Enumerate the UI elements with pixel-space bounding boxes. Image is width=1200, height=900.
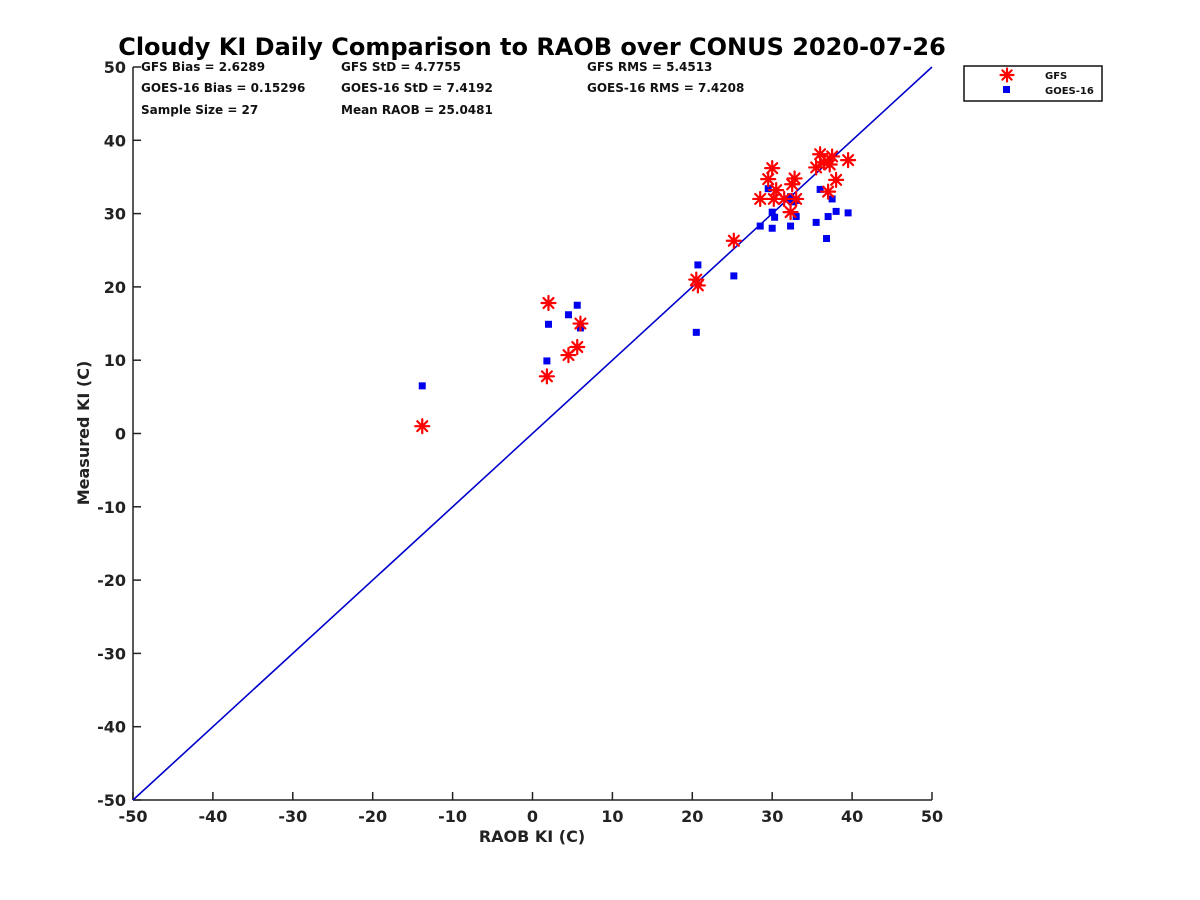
goes-16-point: [730, 272, 738, 280]
gfs-point: [414, 418, 431, 435]
stat-gfs-std: GFS StD = 4.7755: [341, 60, 461, 74]
stat-mean-raob: Mean RAOB = 25.0481: [341, 103, 493, 117]
y-tick-label: -40: [97, 718, 126, 737]
x-tick-label: 50: [921, 807, 943, 826]
gfs-point: [768, 182, 785, 199]
goes-16-point: [824, 213, 832, 221]
goes-16-point: [823, 235, 831, 243]
x-tick-label: 40: [841, 807, 863, 826]
goes-16-point: [812, 218, 820, 226]
legend-box: [963, 65, 1103, 102]
legend-gfs-label: GFS: [1045, 71, 1067, 82]
x-tick-label: 10: [601, 807, 623, 826]
goes-16-point: [771, 213, 779, 221]
goes-16-point: [692, 328, 700, 336]
gfs-point: [788, 190, 805, 208]
goes-16-point: [768, 224, 776, 232]
gfs-point: [572, 315, 589, 332]
y-ticks: -50 -40 -30 -20 -10 0 10 20 30 40 50: [97, 58, 141, 810]
goes-16-point: [544, 320, 552, 328]
stat-goes-rms: GOES-16 RMS = 7.4208: [587, 81, 744, 95]
goes-16-point: [787, 222, 795, 230]
x-tick-label: -10: [438, 807, 467, 826]
goes-16-point: [768, 208, 776, 216]
gfs-point: [821, 156, 838, 173]
y-tick-label: -10: [97, 498, 126, 517]
goes-16-point: [828, 195, 836, 203]
goes-16-point: [816, 185, 824, 193]
gfs-point: [540, 294, 557, 312]
goes-16-point: [418, 382, 426, 390]
y-tick-label: -30: [97, 644, 126, 663]
series-gfs: [414, 146, 857, 435]
legend: GFS GOES-16: [963, 65, 1103, 102]
gfs-point: [752, 190, 769, 208]
x-tick-label: -20: [358, 807, 387, 826]
gfs-point: [776, 190, 793, 208]
one-to-one-reference-line: [132, 66, 933, 801]
goes-16-point: [543, 357, 551, 365]
y-tick-label: 10: [104, 351, 126, 370]
gfs-point: [725, 232, 742, 249]
x-axis-title: RAOB KI (C): [479, 827, 585, 846]
goes-16-point: [564, 311, 572, 319]
x-tick-label: -50: [119, 807, 148, 826]
y-tick-label: -50: [97, 791, 126, 810]
chart-title: Cloudy KI Daily Comparison to RAOB over …: [118, 33, 946, 61]
gfs-point: [569, 338, 586, 356]
gfs-point: [840, 151, 857, 169]
goes-16-point: [844, 209, 852, 217]
y-tick-label: 20: [104, 278, 126, 297]
goes-16-point: [787, 193, 795, 201]
y-tick-label: 0: [115, 425, 126, 444]
legend-goes-marker: [1003, 86, 1010, 93]
x-tick-label: 0: [527, 807, 538, 826]
stat-gfs-bias: GFS Bias = 2.6289: [141, 60, 265, 74]
gfs-point: [786, 170, 803, 187]
y-tick-label: 50: [104, 58, 126, 77]
stat-goes-bias: GOES-16 Bias = 0.15296: [141, 81, 305, 95]
y-tick-label: 40: [104, 131, 126, 150]
goes-16-point: [694, 261, 702, 269]
goes-16-point: [832, 207, 840, 215]
x-ticks: -50 -40 -30 -20 -10 0 10 20 30 40 50: [119, 792, 943, 826]
gfs-point: [828, 171, 845, 188]
gfs-point: [560, 346, 577, 364]
goes-16-point: [573, 301, 581, 309]
gfs-point: [538, 368, 555, 385]
stat-gfs-rms: GFS RMS = 5.4513: [587, 60, 712, 74]
x-tick-label: -40: [198, 807, 227, 826]
x-tick-label: -30: [278, 807, 307, 826]
y-tick-label: 30: [104, 205, 126, 224]
legend-gfs-asterisk: [999, 67, 1015, 83]
y-axis-title: Measured KI (C): [74, 361, 93, 506]
goes-16-point: [764, 185, 772, 193]
gfs-point: [820, 183, 837, 200]
goes-16-point: [756, 222, 764, 230]
x-tick-label: 30: [761, 807, 783, 826]
legend-goes-label: GOES-16: [1045, 86, 1094, 97]
stat-goes-std: GOES-16 StD = 7.4192: [341, 81, 493, 95]
y-tick-label: -20: [97, 571, 126, 590]
gfs-point: [782, 204, 799, 221]
stats-annotations: GFS Bias = 2.6289 GFS StD = 4.7755 GFS R…: [141, 60, 744, 117]
x-tick-label: 20: [681, 807, 703, 826]
gfs-point: [764, 160, 781, 177]
gfs-point: [689, 277, 706, 294]
legend-gfs-marker: [999, 67, 1015, 83]
stat-sample-size: Sample Size = 27: [141, 103, 258, 117]
